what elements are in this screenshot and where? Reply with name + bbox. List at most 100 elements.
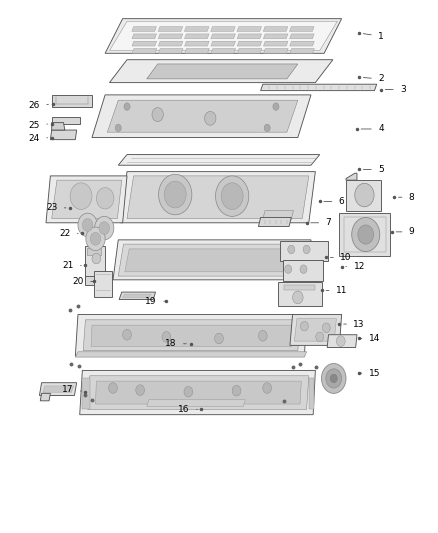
Polygon shape [118,155,320,165]
Text: 22: 22 [59,229,78,238]
Circle shape [215,333,223,344]
Polygon shape [184,34,209,39]
Polygon shape [346,180,381,211]
Circle shape [164,181,186,208]
Text: 16: 16 [178,405,197,414]
Polygon shape [88,376,309,409]
Text: 12: 12 [346,262,365,271]
Text: 11: 11 [326,286,347,295]
Polygon shape [211,41,236,46]
Circle shape [152,108,163,122]
Polygon shape [264,41,288,46]
Circle shape [352,217,380,252]
Polygon shape [52,117,80,124]
Polygon shape [147,400,245,407]
Polygon shape [290,314,342,345]
Polygon shape [110,21,337,51]
Circle shape [115,124,121,132]
Text: 9: 9 [396,228,415,236]
Polygon shape [110,60,333,83]
Circle shape [215,176,249,216]
Polygon shape [280,241,328,261]
Polygon shape [237,27,261,31]
Circle shape [232,385,241,396]
Polygon shape [39,383,77,395]
Polygon shape [158,27,183,31]
Polygon shape [159,49,183,53]
Polygon shape [237,41,262,46]
Text: 1: 1 [363,32,384,41]
Circle shape [82,219,93,231]
Polygon shape [278,282,322,306]
Circle shape [316,332,324,342]
Polygon shape [290,49,314,53]
Text: 6: 6 [324,197,345,206]
Circle shape [300,265,307,273]
Circle shape [288,245,295,254]
Text: 18: 18 [165,340,186,348]
Circle shape [303,245,310,254]
Polygon shape [132,27,156,31]
Circle shape [358,225,374,244]
Polygon shape [132,49,157,53]
Polygon shape [87,248,101,255]
Circle shape [92,253,101,264]
Text: 26: 26 [28,101,49,110]
Circle shape [300,321,308,331]
Circle shape [95,216,114,240]
Polygon shape [211,49,236,53]
Polygon shape [339,213,390,256]
Text: 2: 2 [363,75,384,83]
Polygon shape [43,386,74,392]
Polygon shape [107,100,298,132]
Polygon shape [132,41,157,46]
Polygon shape [258,217,291,227]
Circle shape [263,383,272,393]
Circle shape [99,222,110,235]
Circle shape [159,174,192,215]
Polygon shape [284,285,315,290]
Circle shape [322,323,330,333]
Polygon shape [127,176,309,219]
Circle shape [273,103,279,110]
Polygon shape [211,34,235,39]
Polygon shape [211,27,235,31]
Polygon shape [185,49,209,53]
Text: 8: 8 [399,193,415,201]
Polygon shape [46,176,127,223]
Polygon shape [52,123,65,130]
Polygon shape [264,49,288,53]
Circle shape [205,111,216,125]
Polygon shape [50,130,77,140]
Text: 13: 13 [344,320,365,328]
Circle shape [221,183,243,209]
Circle shape [330,374,337,383]
Polygon shape [52,180,122,219]
Polygon shape [290,34,314,39]
Polygon shape [261,84,377,91]
Polygon shape [91,325,293,346]
Polygon shape [185,41,209,46]
Circle shape [258,330,267,341]
Polygon shape [75,314,307,356]
Polygon shape [80,370,315,415]
Polygon shape [120,172,315,223]
Circle shape [90,232,101,245]
Polygon shape [184,27,209,31]
Polygon shape [237,34,261,39]
Circle shape [123,329,131,340]
Polygon shape [327,335,357,348]
Polygon shape [158,34,183,39]
Text: 19: 19 [145,297,166,305]
Polygon shape [92,95,311,138]
Text: 15: 15 [359,369,380,377]
Text: 3: 3 [385,85,406,94]
Circle shape [264,124,270,132]
Polygon shape [118,244,304,276]
Polygon shape [346,173,357,180]
Polygon shape [52,95,92,107]
Polygon shape [290,27,314,31]
Polygon shape [83,320,300,351]
Text: 7: 7 [311,219,332,227]
Circle shape [293,291,303,304]
